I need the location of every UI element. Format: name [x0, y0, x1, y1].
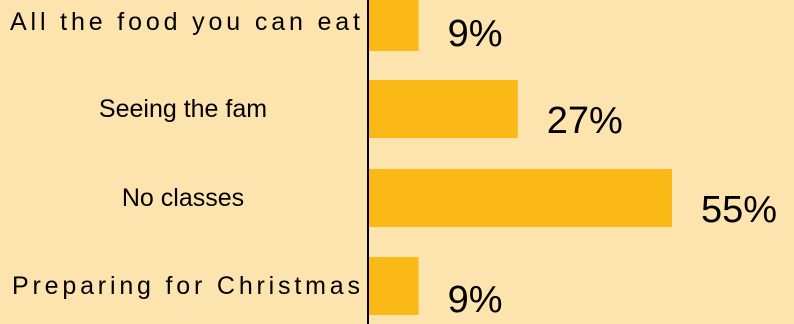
value-labels-group: 9% 27% 55% 9% [448, 13, 777, 321]
value-label: 9% [448, 279, 503, 321]
bars-group [369, 0, 672, 315]
bar [369, 257, 419, 315]
category-label: No classes [122, 184, 244, 212]
value-label: 55% [701, 189, 777, 231]
category-label: Preparing for Christmas [12, 272, 360, 300]
category-label: All the food you can eat [10, 8, 360, 36]
value-label: 9% [448, 13, 503, 55]
bar [369, 169, 672, 227]
bar [369, 80, 518, 138]
category-label: Seeing the fam [99, 95, 267, 123]
bar [369, 0, 419, 51]
value-label: 27% [547, 100, 623, 142]
